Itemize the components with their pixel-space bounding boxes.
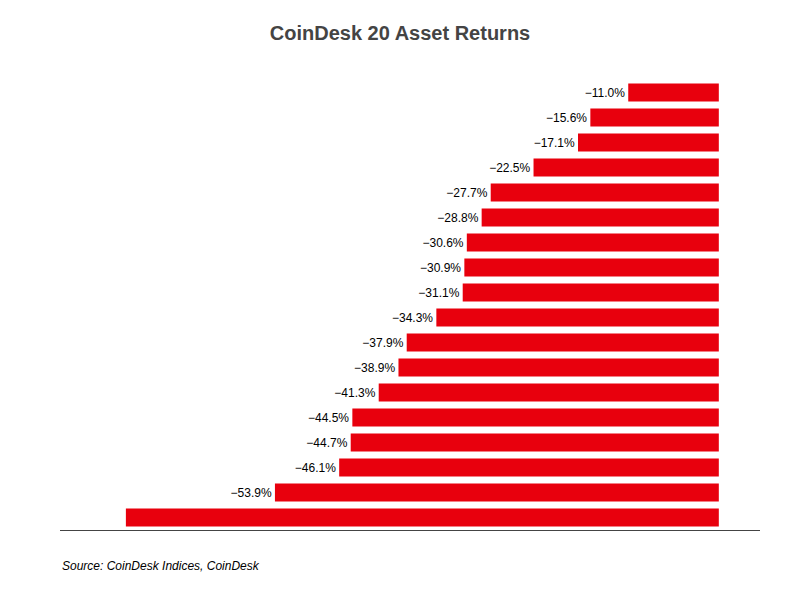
svg-text:−15.6%: −15.6% <box>546 111 587 125</box>
svg-text:−46.1%: −46.1% <box>295 461 336 475</box>
svg-text:−53.9%: −53.9% <box>231 486 272 500</box>
svg-text:−31.1%: −31.1% <box>418 286 459 300</box>
svg-text:−38.9%: −38.9% <box>354 361 395 375</box>
svg-text:−34.3%: −34.3% <box>392 311 433 325</box>
svg-text:−28.8%: −28.8% <box>437 211 478 225</box>
svg-text:−22.5%: −22.5% <box>489 161 530 175</box>
svg-text:−30.9%: −30.9% <box>420 261 461 275</box>
svg-text:−44.5%: −44.5% <box>308 411 349 425</box>
svg-text:−37.9%: −37.9% <box>362 336 403 350</box>
svg-text:−11.0%: −11.0% <box>585 86 625 100</box>
svg-text:CoinDesk 20 Asset Returns: CoinDesk 20 Asset Returns <box>270 22 530 44</box>
svg-text:−17.1%: −17.1% <box>534 136 575 150</box>
svg-text:−30.6%: −30.6% <box>422 236 463 250</box>
svg-text:−41.3%: −41.3% <box>334 386 375 400</box>
svg-text:−27.7%: −27.7% <box>446 186 487 200</box>
svg-text:Source: CoinDesk Indices, Coin: Source: CoinDesk Indices, CoinDesk <box>62 559 260 573</box>
svg-text:−44.7%: −44.7% <box>306 436 347 450</box>
